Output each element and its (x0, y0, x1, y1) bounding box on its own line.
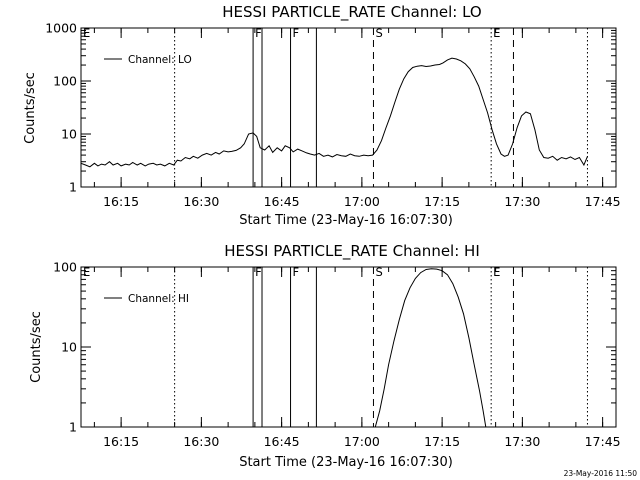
y-tick-label: 1 (69, 420, 77, 435)
marker-label: F (293, 265, 300, 279)
series-line-lo (80, 57, 588, 168)
y-tick-label: 100 (53, 74, 77, 89)
x-tick-label: 17:45 (585, 194, 621, 209)
y-tick-label: 1000 (45, 21, 77, 36)
x-tick-label: 17:00 (344, 194, 380, 209)
x-ticks: 16:15 16:30 16:45 17:00 17:15 17:30 17:45 (93, 267, 621, 449)
x-tick-label: 17:00 (344, 434, 380, 449)
legend-entry: Channel: HI (128, 293, 189, 305)
plot-frame (80, 266, 617, 428)
legend: Channel: LO (104, 54, 192, 66)
y-tick-label: 100 (53, 260, 77, 275)
y-tick-label: 1 (69, 180, 77, 195)
x-tick-label: 17:30 (504, 194, 540, 209)
marker-label: S (375, 265, 382, 279)
marker-label: F (255, 265, 262, 279)
y-ticks: 1 10 100 (53, 260, 616, 435)
x-tick-label: 16:45 (264, 434, 300, 449)
chart-title: HESSI PARTICLE_RATE Channel: LO (222, 3, 481, 22)
y-tick-label: 10 (61, 127, 77, 142)
series-line-hi (374, 268, 487, 428)
x-tick-label: 16:45 (264, 194, 300, 209)
y-axis-label: Counts/sec (29, 311, 44, 383)
marker-label: E (493, 265, 500, 279)
chart-title: HESSI PARTICLE_RATE Channel: HI (224, 242, 480, 261)
marker-label: F (255, 26, 262, 40)
y-ticks: 1 10 100 1000 (45, 21, 616, 195)
legend: Channel: HI (104, 293, 189, 305)
x-tick-label: 17:30 (504, 434, 540, 449)
y-tick-label: 10 (61, 340, 77, 355)
marker-label: S (375, 26, 382, 40)
legend-entry: Channel: LO (128, 54, 192, 66)
timestamp: 23-May-2016 11:50 (564, 469, 638, 478)
x-tick-label: 17:15 (424, 194, 460, 209)
y-axis-label: Counts/sec (23, 72, 38, 144)
x-tick-label: 16:30 (183, 434, 219, 449)
x-tick-label: 16:15 (103, 434, 139, 449)
x-tick-label: 16:30 (183, 194, 219, 209)
hi-channel-panel: HESSI PARTICLE_RATE Channel: HI Counts/s… (29, 242, 621, 470)
marker-label: E (493, 26, 500, 40)
marker-label: F (293, 26, 300, 40)
x-ticks: 16:15 16:30 16:45 17:00 17:15 17:30 17:45 (93, 28, 621, 209)
x-tick-label: 17:15 (424, 434, 460, 449)
marker-label: E (83, 265, 90, 279)
x-axis-label: Start Time (23-May-16 16:07:30) (239, 213, 453, 228)
x-tick-label: 16:15 (103, 194, 139, 209)
lo-channel-panel: HESSI PARTICLE_RATE Channel: LO Counts/s… (23, 3, 621, 228)
x-tick-label: 17:45 (585, 434, 621, 449)
marker-label: E (83, 26, 90, 40)
plot-frame (80, 27, 617, 188)
x-axis-label: Start Time (23-May-16 16:07:30) (239, 455, 453, 470)
